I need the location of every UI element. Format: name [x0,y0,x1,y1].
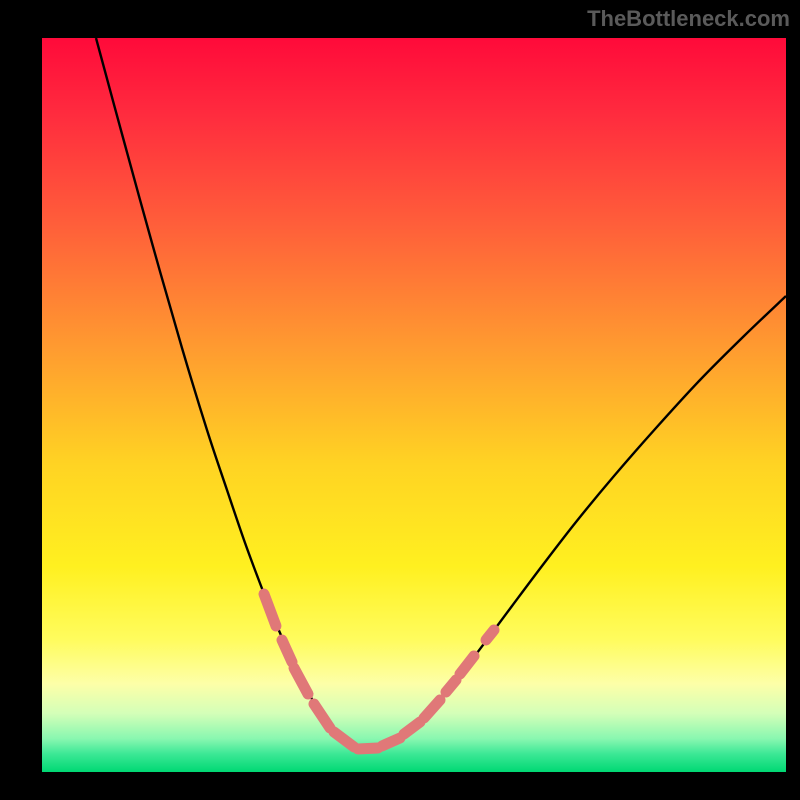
salmon-segment [294,668,308,694]
salmon-segment [446,680,456,692]
salmon-segment [282,640,292,662]
salmon-segment [314,704,330,728]
salmon-segment [358,748,378,749]
salmon-segment [424,700,440,718]
bottleneck-curve [96,38,786,749]
salmon-segment [404,722,420,734]
salmon-segments-group [264,594,494,749]
chart-overlay [42,38,786,772]
salmon-segment [264,594,276,626]
salmon-segment [486,630,494,640]
plot-area [42,38,786,772]
salmon-segment [382,738,400,746]
watermark-text: TheBottleneck.com [587,6,790,32]
salmon-segment [334,732,354,747]
salmon-segment [460,656,474,674]
